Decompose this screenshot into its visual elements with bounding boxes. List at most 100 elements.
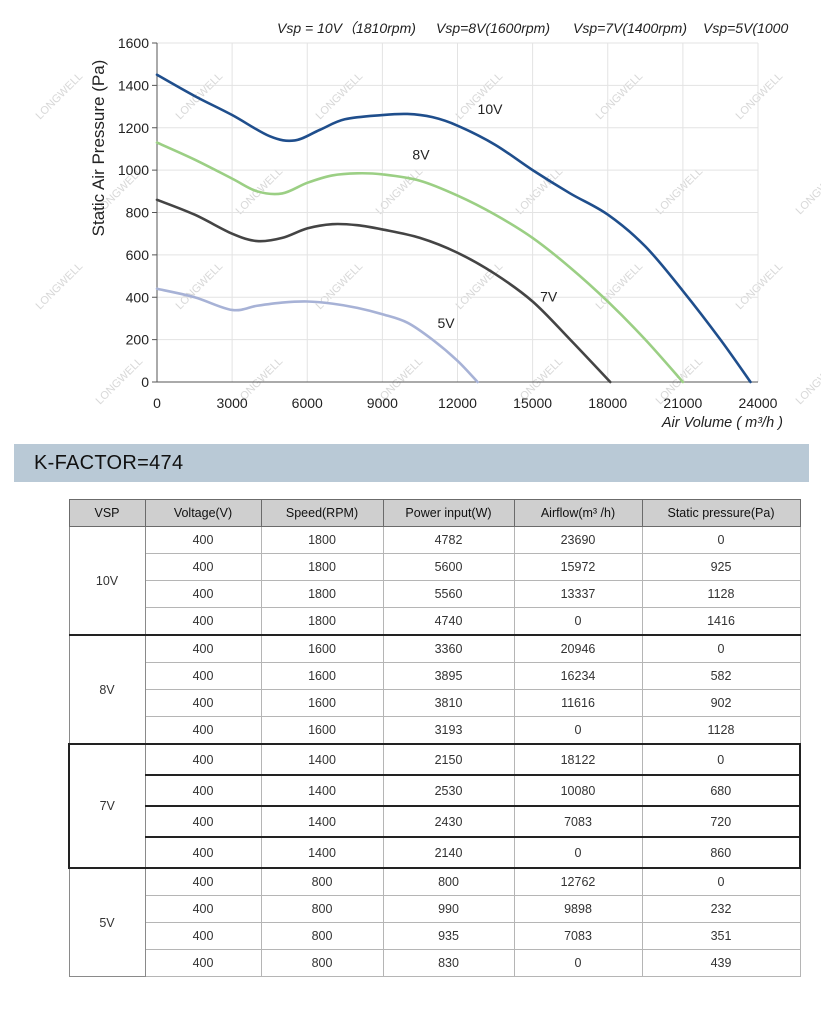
header-static-pressure: Static pressure(Pa)	[641, 499, 801, 527]
x-tick-label: 15000	[513, 395, 552, 411]
speed-cell: 1600	[260, 689, 384, 717]
vsp-cell: 5V	[68, 867, 146, 977]
power-input-cell: 800	[382, 867, 515, 896]
table-header-row: VSP Voltage(V) Speed(RPM) Power input(W)…	[68, 499, 801, 527]
speed-cell: 1800	[260, 580, 384, 608]
airflow-cell: 12762	[513, 867, 643, 896]
airflow-cell: 20946	[513, 634, 643, 663]
header-airflow: Airflow(m³ /h)	[513, 499, 643, 527]
power-input-cell: 5600	[382, 553, 515, 581]
vsp-cell: 7V	[68, 743, 146, 869]
power-input-cell: 3193	[382, 716, 515, 745]
speed-cell: 800	[260, 867, 384, 896]
table-row: 400 1400 2430 7083 720	[69, 805, 801, 838]
curve-label: 8V	[412, 147, 430, 163]
voltage-cell: 400	[144, 526, 262, 554]
table-row: 400 1600 3895 16234 582	[69, 662, 801, 690]
static-pressure-cell: 0	[641, 867, 801, 896]
power-input-cell: 990	[382, 895, 515, 923]
static-pressure-cell: 582	[641, 662, 801, 690]
speed-cell: 1800	[260, 553, 384, 581]
power-input-cell: 830	[382, 949, 515, 977]
speed-cell: 1600	[260, 716, 384, 745]
airflow-cell: 7083	[513, 922, 643, 950]
x-tick-label: 6000	[292, 395, 323, 411]
speed-cell: 1800	[260, 607, 384, 636]
y-tick-label: 600	[126, 247, 150, 263]
voltage-cell: 400	[144, 580, 262, 608]
y-tick-label: 1200	[118, 120, 149, 136]
k-factor-banner: K-FACTOR=474	[14, 444, 809, 482]
airflow-cell: 9898	[513, 895, 643, 923]
table-row: 400 800 935 7083 351	[69, 922, 801, 950]
watermark-text: LONGWELL	[594, 70, 646, 122]
power-input-cell: 3895	[382, 662, 515, 690]
table-row: 400 800 990 9898 232	[69, 895, 801, 923]
static-pressure-cell: 351	[641, 922, 801, 950]
speed-cell: 1400	[260, 774, 384, 807]
curve-label: 10V	[478, 101, 504, 117]
watermark-text: LONGWELL	[794, 165, 821, 217]
x-tick-label: 18000	[588, 395, 627, 411]
static-pressure-cell: 0	[641, 634, 801, 663]
watermark-text: LONGWELL	[34, 70, 86, 122]
x-tick-label: 0	[153, 395, 161, 411]
voltage-cell: 400	[144, 716, 262, 745]
table-row: 10V 400 1800 4782 23690 0	[68, 526, 801, 636]
speed-cell: 800	[260, 922, 384, 950]
static-pressure-cell: 1416	[641, 607, 801, 636]
speed-cell: 800	[260, 949, 384, 977]
watermark-text: LONGWELL	[314, 70, 366, 122]
table-row: 400 1600 3810 11616 902	[69, 689, 801, 717]
y-tick-label: 1000	[118, 162, 149, 178]
static-pressure-cell: 1128	[641, 580, 801, 608]
k-factor-label: K-FACTOR=474	[34, 452, 184, 474]
watermark-text: LONGWELL	[454, 260, 506, 312]
airflow-cell: 7083	[513, 805, 643, 838]
airflow-cell: 18122	[513, 743, 643, 776]
x-tick-label: 9000	[367, 395, 398, 411]
curve-label: 7V	[540, 288, 558, 304]
airflow-cell: 0	[513, 607, 643, 636]
airflow-cell: 0	[513, 716, 643, 745]
y-tick-label: 200	[126, 332, 150, 348]
header-speed: Speed(RPM)	[260, 499, 384, 527]
speed-cell: 800	[260, 895, 384, 923]
airflow-cell: 15972	[513, 553, 643, 581]
power-input-cell: 2530	[382, 774, 515, 807]
speed-cell: 1600	[260, 662, 384, 690]
watermark-text: LONGWELL	[654, 165, 706, 217]
airflow-cell: 10080	[513, 774, 643, 807]
power-input-cell: 4740	[382, 607, 515, 636]
static-pressure-cell: 720	[641, 805, 801, 838]
speed-cell: 1800	[260, 526, 384, 554]
watermark-text: LONGWELL	[34, 260, 86, 312]
series-line-8v	[155, 141, 685, 384]
voltage-cell: 400	[144, 662, 262, 690]
table-row: 7V 400 1400 2150 18122 0	[68, 743, 801, 869]
speed-cell: 1400	[260, 805, 384, 838]
power-input-cell: 935	[382, 922, 515, 950]
x-axis-title: Air Volume ( m³/h )	[661, 415, 783, 431]
table-row: 400 800 830 0 439	[69, 949, 801, 977]
static-pressure-cell: 232	[641, 895, 801, 923]
y-tick-label: 0	[141, 374, 149, 390]
power-input-cell: 3810	[382, 689, 515, 717]
speed-cell: 1600	[260, 634, 384, 663]
airflow-cell: 23690	[513, 526, 643, 554]
voltage-cell: 400	[144, 949, 262, 977]
voltage-cell: 400	[144, 895, 262, 923]
x-tick-label: 12000	[438, 395, 477, 411]
watermark-text: LONGWELL	[174, 70, 226, 122]
watermark-text: LONGWELL	[734, 70, 786, 122]
voltage-cell: 400	[144, 607, 262, 636]
table-row: 400 1800 5600 15972 925	[69, 553, 801, 581]
watermark-text: LONGWELL	[594, 260, 646, 312]
voltage-cell: 400	[144, 774, 262, 807]
static-pressure-cell: 0	[641, 743, 801, 776]
fan-performance-chart: LONGWELL LONGWELL LONGWELL LONGWELL LONGWELL…	[34, 20, 821, 431]
header-voltage: Voltage(V)	[144, 499, 262, 527]
series-line-10v	[155, 73, 752, 384]
static-pressure-cell: 860	[641, 836, 801, 869]
airflow-cell: 13337	[513, 580, 643, 608]
